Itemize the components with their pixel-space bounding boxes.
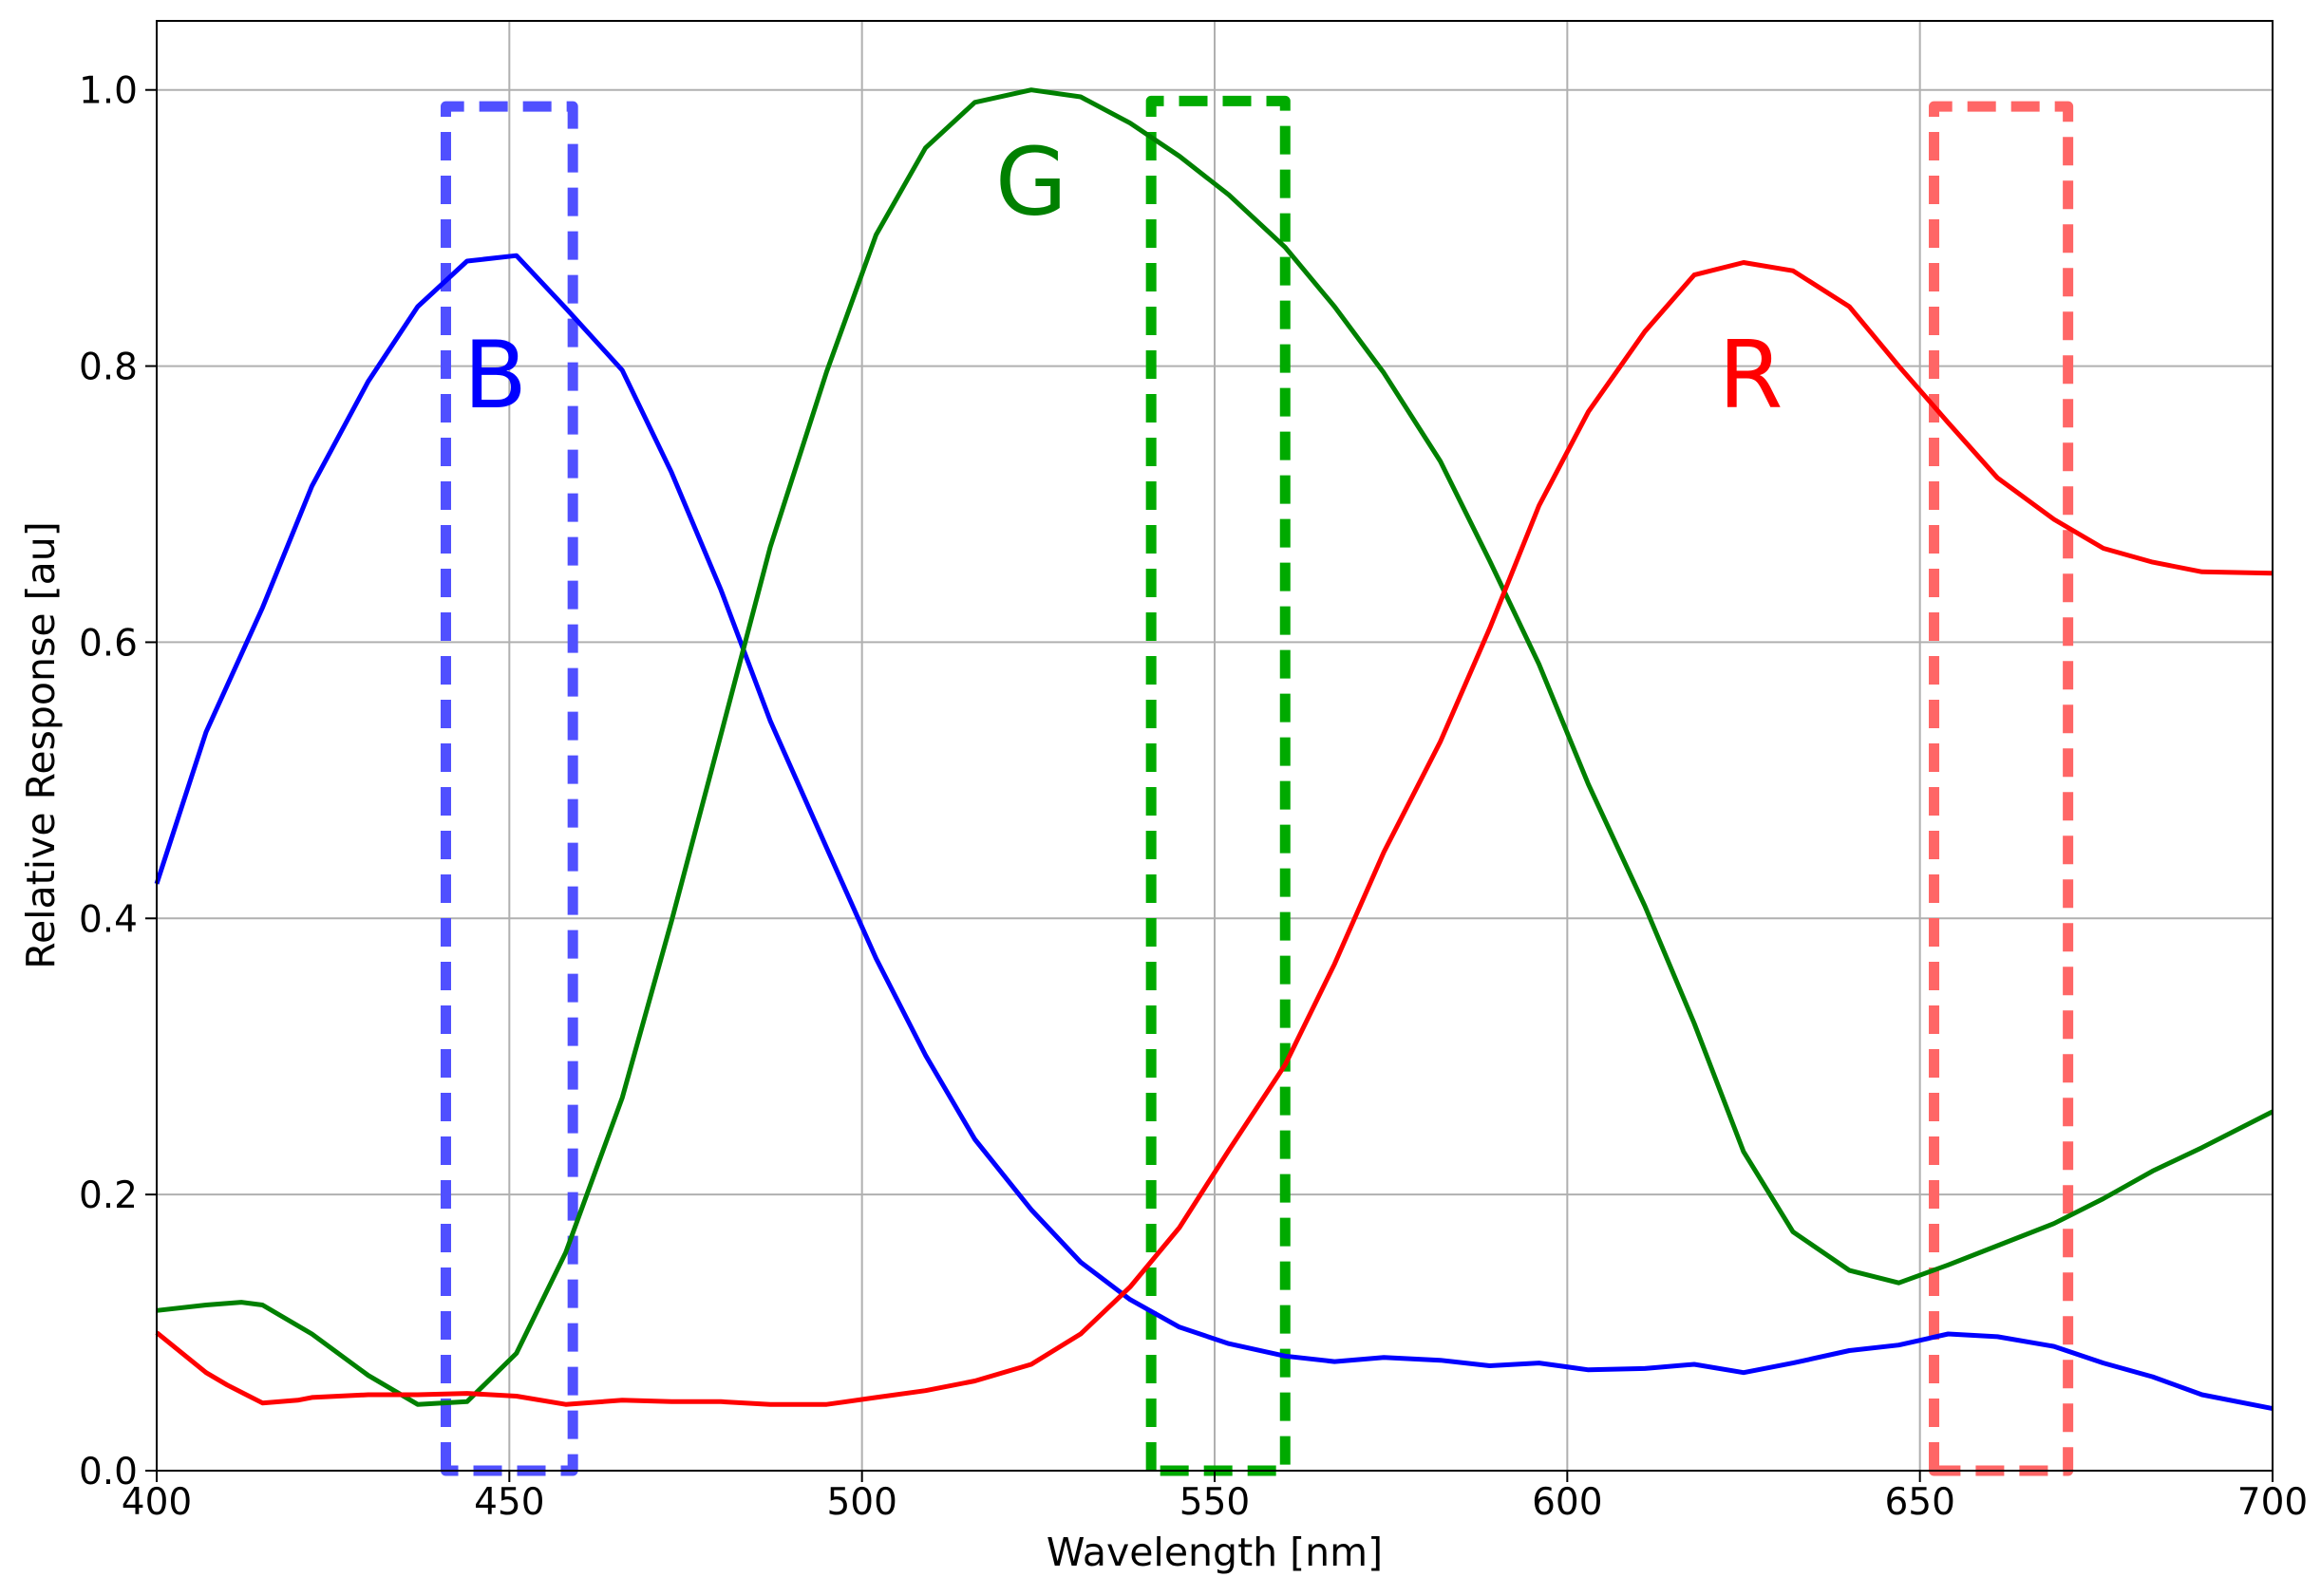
y-tick-label-1: 1.0 — [79, 70, 138, 113]
x-tick-label-700: 700 — [2237, 1481, 2308, 1524]
x-tick-label-500: 500 — [826, 1481, 896, 1524]
annotation-r: R — [1718, 322, 1783, 430]
x-tick-label-450: 450 — [474, 1481, 544, 1524]
series-annotations: B G R — [463, 129, 1783, 431]
band-box-g — [1145, 95, 1291, 1476]
x-tick-label-600: 600 — [1532, 1481, 1602, 1524]
y-axis-label: Relative Response [au] — [18, 521, 64, 968]
x-tick-label-400: 400 — [122, 1481, 192, 1524]
series-line-r — [155, 260, 2274, 1407]
y-tick-label-0.2: 0.2 — [79, 1174, 138, 1217]
y-tick-label-0.6: 0.6 — [79, 622, 138, 665]
x-tick-label-550: 550 — [1179, 1481, 1250, 1524]
annotation-b: B — [463, 322, 527, 430]
series-line-g — [156, 87, 2274, 1407]
y-tick-label-0: 0.0 — [79, 1451, 138, 1493]
annotation-g: G — [995, 129, 1067, 237]
y-tick-label-0.8: 0.8 — [79, 347, 138, 389]
x-tick-label-650: 650 — [1884, 1481, 1954, 1524]
x-axis-label: Wavelength [nm] — [1047, 1530, 1383, 1575]
series-lines — [154, 87, 2274, 1412]
y-axis-ticks: 0.0 0.2 0.4 0.6 0.8 1.0 — [79, 70, 157, 1493]
series-line-b — [154, 253, 2274, 1412]
x-axis-ticks: 400 450 500 550 600 650 700 — [122, 1471, 2308, 1524]
y-tick-label-0.4: 0.4 — [79, 898, 138, 941]
